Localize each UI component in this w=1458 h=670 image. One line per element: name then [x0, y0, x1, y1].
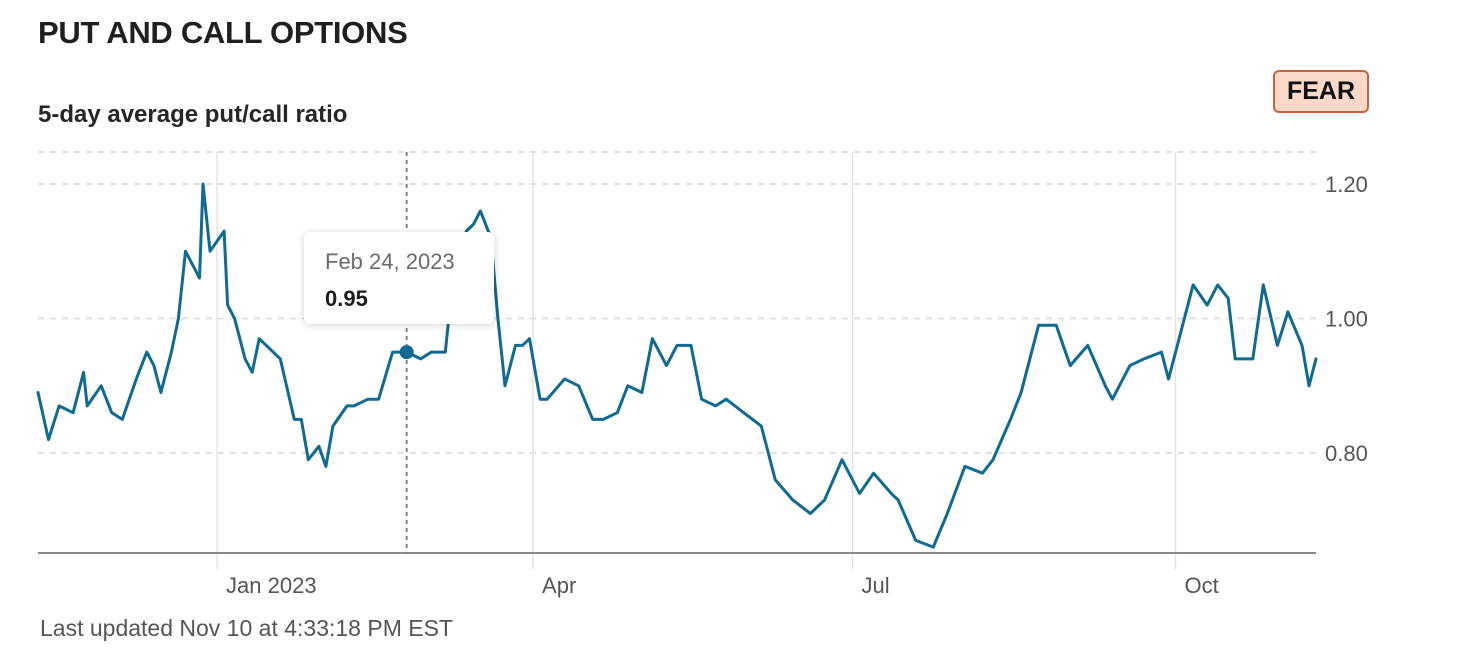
tooltip-date: Feb 24, 2023 [325, 249, 455, 274]
sentiment-badge: FEAR [1273, 70, 1369, 113]
page-title: PUT AND CALL OPTIONS [38, 15, 408, 50]
chart-grid [38, 151, 1316, 569]
put-call-chart[interactable]: 0.80 1.00 1.20 Jan 2023 Apr Jul Oct [0, 0, 1458, 610]
y-tick-label: 1.00 [1325, 307, 1368, 332]
hover-point[interactable] [399, 345, 414, 360]
x-axis: Jan 2023 Apr Jul Oct [226, 573, 1219, 598]
y-tick-label: 0.80 [1325, 441, 1368, 466]
tooltip: Feb 24, 2023 0.95 [304, 232, 494, 324]
x-tick-label: Jan 2023 [226, 573, 317, 598]
tooltip-value: 0.95 [325, 286, 368, 311]
y-axis: 0.80 1.00 1.20 [1325, 172, 1368, 466]
y-tick-label: 1.20 [1325, 172, 1368, 197]
series-line-put-call-ratio[interactable] [36, 182, 1318, 549]
chart-title: 5-day average put/call ratio [38, 101, 348, 128]
last-updated: Last updated Nov 10 at 4:33:18 PM EST [40, 615, 453, 641]
x-tick-label: Apr [542, 573, 576, 598]
x-tick-label: Oct [1185, 573, 1219, 598]
x-tick-label: Jul [862, 573, 890, 598]
